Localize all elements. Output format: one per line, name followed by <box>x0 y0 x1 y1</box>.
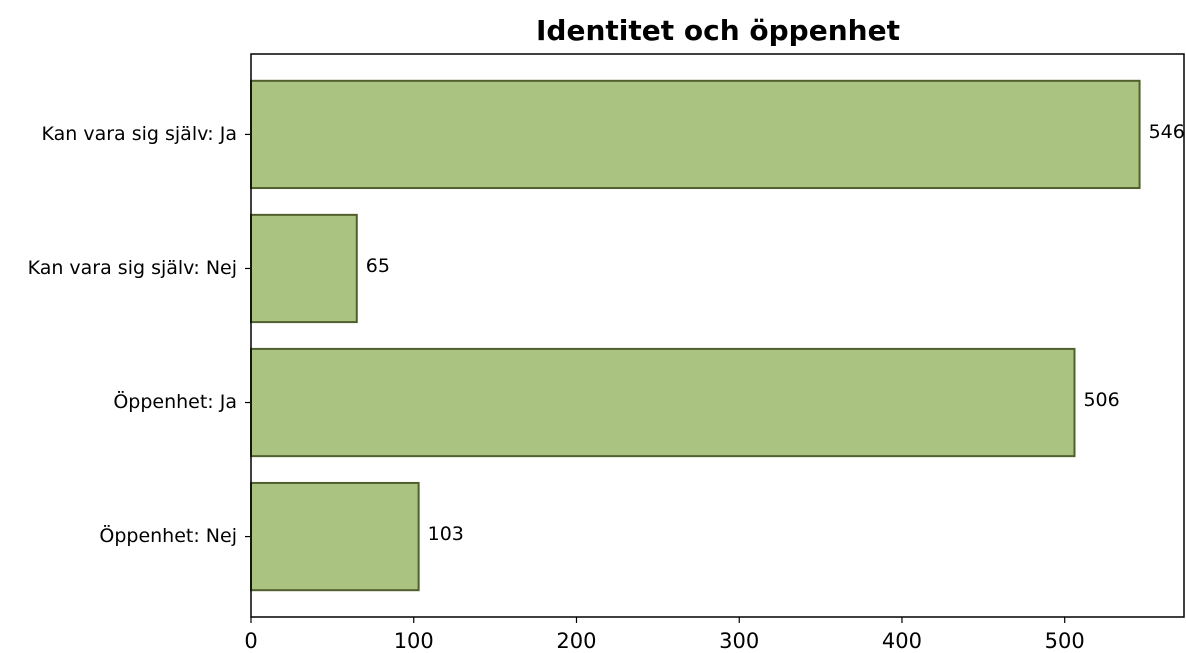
bar <box>250 213 358 324</box>
x-tick-label: 200 <box>556 629 596 653</box>
value-label: 103 <box>428 523 464 545</box>
value-label: 506 <box>1083 389 1119 411</box>
y-tick-label: Öppenhet: Nej <box>99 524 237 547</box>
bar <box>250 481 420 592</box>
plot-frame <box>250 53 1185 618</box>
x-tick-label: 400 <box>882 629 922 653</box>
chart-title: Identitet och öppenhet <box>536 14 900 47</box>
bar <box>250 79 1141 190</box>
x-tick-label: 500 <box>1045 629 1085 653</box>
x-tick-label: 0 <box>244 629 257 653</box>
y-tick-label: Öppenhet: Ja <box>113 390 237 413</box>
bar <box>250 347 1076 458</box>
value-label: 546 <box>1149 121 1185 143</box>
value-label: 65 <box>366 255 390 277</box>
x-tick-label: 300 <box>719 629 759 653</box>
y-tick-label: Kan vara sig själv: Nej <box>28 257 237 279</box>
x-tick-label: 100 <box>394 629 434 653</box>
y-tick-label: Kan vara sig själv: Ja <box>41 123 237 145</box>
